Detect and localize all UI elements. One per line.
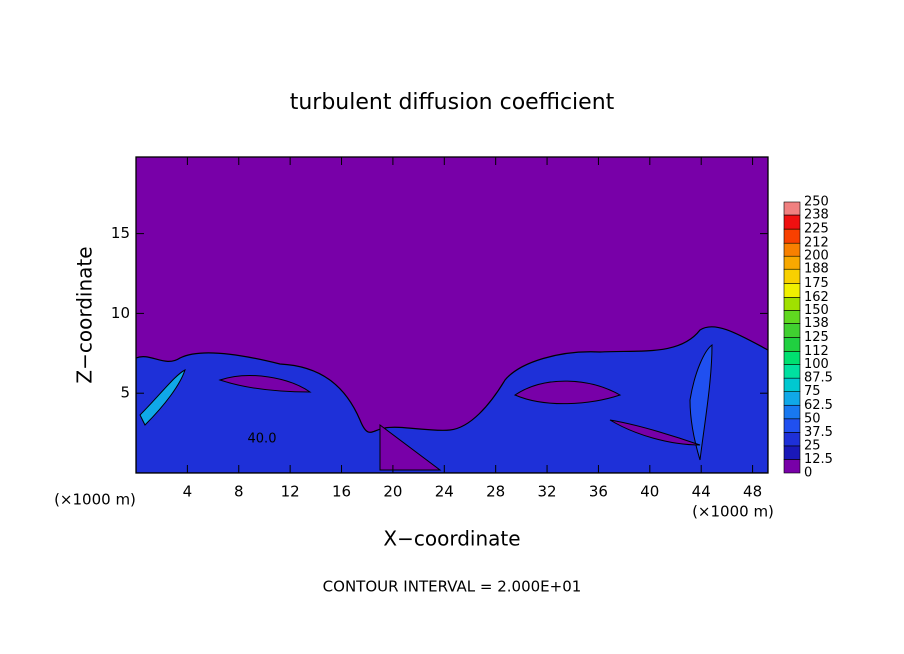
colorbar-label: 225	[804, 222, 829, 237]
x-tick-label: 44	[692, 483, 711, 501]
colorbar-cell	[783, 268, 801, 284]
colorbar-cell	[783, 228, 801, 244]
colorbar-label: 188	[804, 262, 829, 277]
colorbar-label: 87.5	[804, 371, 833, 386]
colorbar-label: 200	[804, 249, 829, 264]
field-region	[689, 344, 713, 461]
colorbar-cell	[783, 364, 801, 379]
colorbar-cell	[783, 214, 801, 230]
colorbar-label: 37.5	[804, 425, 833, 440]
chart-title: turbulent diffusion coefficient	[290, 90, 615, 115]
colorbar-label: 62.5	[804, 398, 833, 413]
field-region	[139, 369, 186, 426]
colorbar-label: 150	[804, 303, 829, 318]
colorbar-cell	[783, 282, 801, 298]
colorbar-cell	[783, 297, 801, 311]
colorbar-cell	[783, 337, 801, 352]
x-tick-label: 4	[183, 483, 193, 501]
y-tick-label: 10	[111, 304, 130, 322]
x-tick-label: 12	[281, 483, 300, 501]
plot-frame	[135, 156, 769, 474]
x-tick-label: 20	[383, 483, 402, 501]
colorbar-label: 75	[804, 384, 821, 399]
colorbar-cell	[783, 391, 801, 406]
colorbar-cell	[783, 432, 801, 447]
x-tick-label: 36	[589, 483, 608, 501]
contour-field	[136, 326, 768, 473]
y-axis-label: Z−coordinate	[73, 246, 97, 383]
colorbar-label: 138	[804, 316, 829, 331]
colorbar-cell	[783, 201, 801, 216]
colorbar-label: 100	[804, 357, 829, 372]
x-tick-label: 32	[538, 483, 557, 501]
x-tick-label: 28	[486, 483, 505, 501]
colorbar-label: 25	[804, 438, 821, 453]
colorbar-label: 112	[804, 344, 829, 359]
colorbar-cell	[783, 459, 801, 474]
x-tick-label: 8	[234, 483, 244, 501]
colorbar-cell	[783, 445, 801, 460]
y-tick-label: 5	[120, 384, 130, 402]
colorbar-cell	[783, 242, 801, 257]
field-region	[136, 326, 768, 473]
colorbar-label: 238	[804, 208, 829, 223]
colorbar-cell	[783, 377, 801, 392]
x-tick-label: 40	[640, 483, 659, 501]
colorbar-cell	[783, 404, 801, 420]
colorbar-cell	[783, 418, 801, 433]
colorbar-label: 50	[804, 411, 821, 426]
colorbar-label: 125	[804, 330, 829, 345]
field-region	[218, 375, 312, 393]
colorbar-label: 175	[804, 276, 829, 291]
x-tick-label: 48	[743, 483, 762, 501]
x-unit: (×1000 m)	[692, 503, 774, 521]
colorbar-cell	[783, 255, 801, 270]
field-region	[609, 419, 701, 446]
colorbar-label: 12.5	[804, 452, 833, 467]
colorbar-label: 212	[804, 236, 829, 251]
colorbar-label: 250	[804, 195, 829, 210]
y-unit: (×1000 m)	[54, 491, 136, 509]
contour-label: 40.0	[248, 432, 277, 447]
x-axis-label: X−coordinate	[383, 527, 520, 551]
colorbar-label: 162	[804, 290, 829, 305]
colorbar-cell	[783, 310, 801, 324]
field-region	[513, 380, 622, 405]
colorbar-label: 0	[804, 466, 812, 481]
footer: CONTOUR INTERVAL = 2.000E+01	[323, 578, 582, 596]
colorbar-cell	[783, 323, 801, 338]
x-tick-label: 16	[332, 483, 351, 501]
field-region	[379, 424, 442, 471]
y-tick-label: 15	[111, 224, 130, 242]
x-tick-label: 24	[435, 483, 454, 501]
colorbar-cell	[783, 351, 801, 365]
